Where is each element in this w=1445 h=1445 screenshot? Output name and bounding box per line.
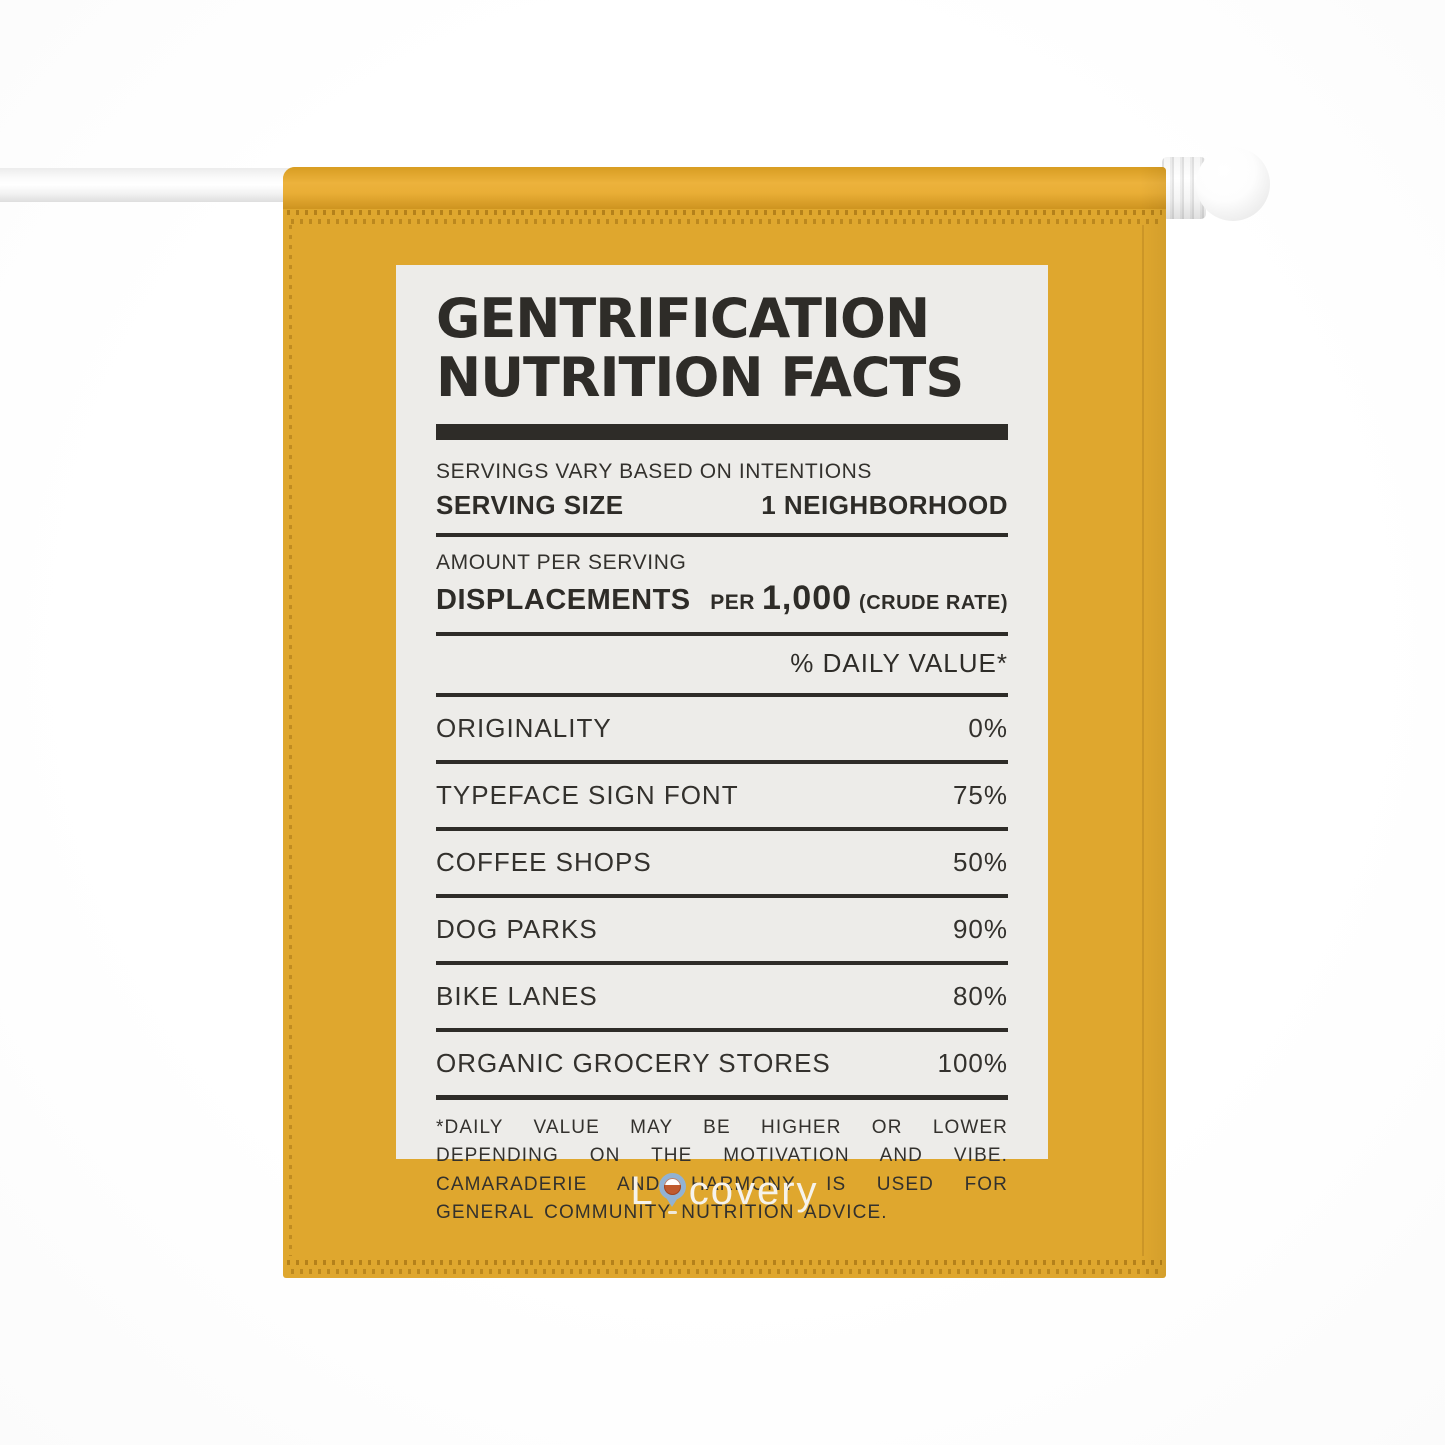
table-row: DOG PARKS 90% xyxy=(436,898,1008,961)
row-value: 90% xyxy=(952,913,1008,944)
row-divider xyxy=(436,960,1008,965)
row-label: ORGANIC GROCERY STORES xyxy=(436,1047,831,1078)
row-divider xyxy=(436,759,1008,764)
garden-flag: GENTRIFICATION NUTRITION FACTS SERVINGS … xyxy=(283,167,1166,1278)
row-value: 0% xyxy=(968,712,1008,743)
table-row: ORIGINALITY 0% xyxy=(436,697,1008,760)
row-label: COFFEE SHOPS xyxy=(436,846,652,877)
per-suffix: (CRUDE RATE) xyxy=(859,591,1008,614)
flag-pole-sleeve xyxy=(283,167,1166,209)
row-label: ORIGINALITY xyxy=(436,712,612,743)
row-value: 80% xyxy=(952,980,1008,1011)
displacements-row: DISPLACEMENTS PER 1,000 (CRUDE RATE) xyxy=(436,579,1008,618)
table-row: ORGANIC GROCERY STORES 100% xyxy=(436,1032,1008,1095)
row-value: 100% xyxy=(937,1047,1008,1078)
logo-prefix: L xyxy=(630,1169,655,1213)
pin-core-shape xyxy=(663,1177,681,1195)
divider xyxy=(436,631,1008,636)
per-value: 1,000 xyxy=(761,578,853,617)
row-label: BIKE LANES xyxy=(436,980,598,1011)
panel-title-line1: GENTRIFICATION xyxy=(436,287,930,350)
flag-stitching-left xyxy=(289,225,292,1256)
table-row: TYPEFACE SIGN FONT 75% xyxy=(436,764,1008,827)
row-label: DOG PARKS xyxy=(436,913,598,944)
pin-tail-shape xyxy=(664,1195,679,1207)
title-divider-bar xyxy=(436,423,1008,440)
flag-seam-right xyxy=(1142,225,1144,1256)
pin-underline-dot xyxy=(667,1210,677,1214)
row-label: TYPEFACE SIGN FONT xyxy=(436,779,739,810)
serving-size-row: SERVING SIZE 1 NEIGHBORHOOD xyxy=(436,490,1008,521)
footnote-divider xyxy=(436,1094,1008,1100)
daily-value-header: % DAILY VALUE* xyxy=(790,647,1008,678)
flag-stitching-top xyxy=(287,210,1162,224)
daily-value-footnote: *DAILY VALUE MAY BE HIGHER OR LOWER DEPE… xyxy=(436,1116,1008,1224)
row-value: 50% xyxy=(952,846,1008,877)
flag-edge-shading xyxy=(1140,167,1166,1278)
flag-stitching-bottom xyxy=(287,1260,1162,1274)
serving-size-value: 1 NEIGHBORHOOD xyxy=(761,489,1008,520)
location-pin-icon xyxy=(658,1170,687,1214)
row-divider xyxy=(436,1027,1008,1032)
table-row: COFFEE SHOPS 50% xyxy=(436,831,1008,894)
logo-suffix: covery xyxy=(688,1169,819,1213)
divider xyxy=(436,692,1008,697)
divider xyxy=(436,532,1008,537)
row-divider xyxy=(436,893,1008,898)
displacements-rate: PER 1,000 (CRUDE RATE) xyxy=(710,579,1008,618)
panel-title-line2: NUTRITION FACTS xyxy=(436,346,964,410)
row-divider xyxy=(436,826,1008,831)
pole-finial-ball xyxy=(1196,147,1270,221)
per-prefix: PER xyxy=(710,590,755,614)
amount-per-serving-label: AMOUNT PER SERVING xyxy=(436,550,687,574)
table-row: BIKE LANES 80% xyxy=(436,965,1008,1028)
serving-size-label: SERVING SIZE xyxy=(436,489,624,520)
nutrition-facts-panel: GENTRIFICATION NUTRITION FACTS SERVINGS … xyxy=(396,265,1048,1223)
displacements-label: DISPLACEMENTS xyxy=(436,583,691,616)
row-value: 75% xyxy=(952,779,1008,810)
servings-note: SERVINGS VARY BASED ON INTENTIONS xyxy=(436,459,873,483)
brand-logo: L covery xyxy=(283,1169,1166,1214)
flag-pole xyxy=(0,168,302,202)
